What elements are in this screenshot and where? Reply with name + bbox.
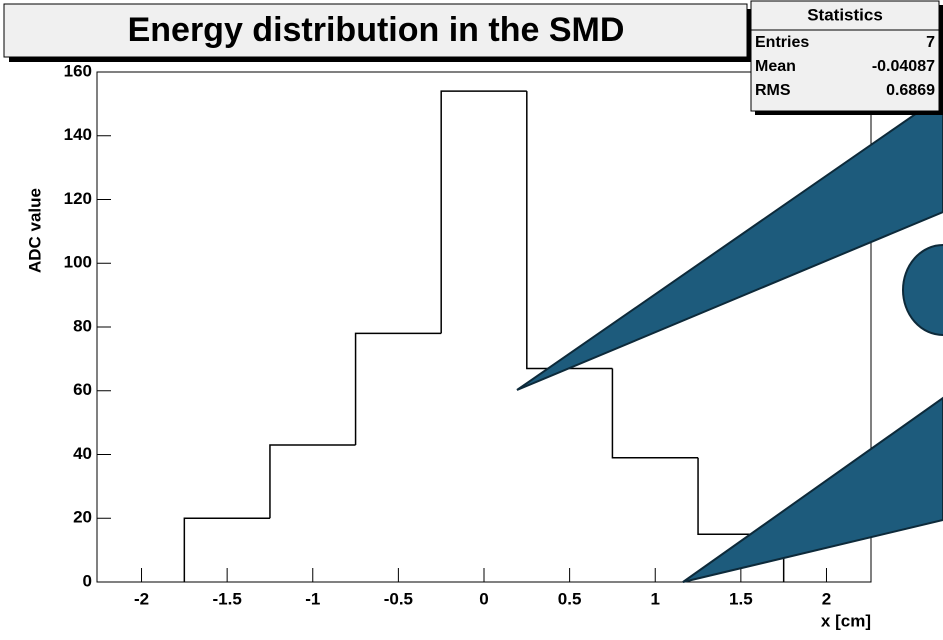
y-tick-label: 60 xyxy=(73,380,92,399)
chart-title: Energy distribution in the SMD xyxy=(128,11,625,49)
x-tick-label: -0.5 xyxy=(384,589,413,608)
stats-label: RMS xyxy=(755,82,791,99)
histogram-bin xyxy=(440,90,527,334)
stats-value: 0.6869 xyxy=(886,82,935,99)
stats-label: Mean xyxy=(755,58,796,75)
histogram-bin xyxy=(269,444,356,519)
stats-label: Entries xyxy=(755,34,809,51)
decor-wedge xyxy=(516,93,943,391)
y-tick-label: 100 xyxy=(64,253,92,272)
x-tick-label: 1.5 xyxy=(729,589,753,608)
histogram-bin xyxy=(611,368,699,459)
stats-title: Statistics xyxy=(807,5,883,24)
title-box xyxy=(3,3,748,58)
y-tick-label: 40 xyxy=(73,444,92,463)
y-tick-label: 0 xyxy=(83,571,92,590)
x-tick-label: -1.5 xyxy=(212,589,241,608)
x-axis-label: x [cm] xyxy=(821,611,871,630)
histogram-bin xyxy=(526,91,613,370)
stats-rows: Entries 7 Mean -0.04087 RMS 0.6869 xyxy=(755,34,935,99)
plot: 0 20 40 60 80 100 120 140 160 -2 -1.5 -1 -0.5 0 0.5 1 1.… xyxy=(64,61,832,608)
x-tick-label: -2 xyxy=(134,589,149,608)
y-tick-label: 120 xyxy=(64,189,92,208)
x-tick-label: 1 xyxy=(651,589,660,608)
y-tick-label: 20 xyxy=(73,508,92,527)
stats-box xyxy=(750,0,940,112)
histogram-bin xyxy=(183,517,270,582)
x-tick-label: 0 xyxy=(479,589,488,608)
x-tick-label: -1 xyxy=(305,589,320,608)
plot-frame xyxy=(96,71,872,583)
y-axis-label: ADC value xyxy=(25,188,44,273)
y-tick-label: 80 xyxy=(73,316,92,335)
y-tick-label: 140 xyxy=(64,125,92,144)
x-tick-label: 0.5 xyxy=(558,589,582,608)
x-tick-label: 2 xyxy=(822,589,831,608)
stats-value: 7 xyxy=(926,34,935,51)
y-tick-label: 160 xyxy=(64,61,92,80)
histogram-bin xyxy=(354,332,442,445)
stats-value: -0.04087 xyxy=(872,58,935,75)
decor-circle xyxy=(902,244,943,336)
decor-wedge xyxy=(682,396,943,583)
